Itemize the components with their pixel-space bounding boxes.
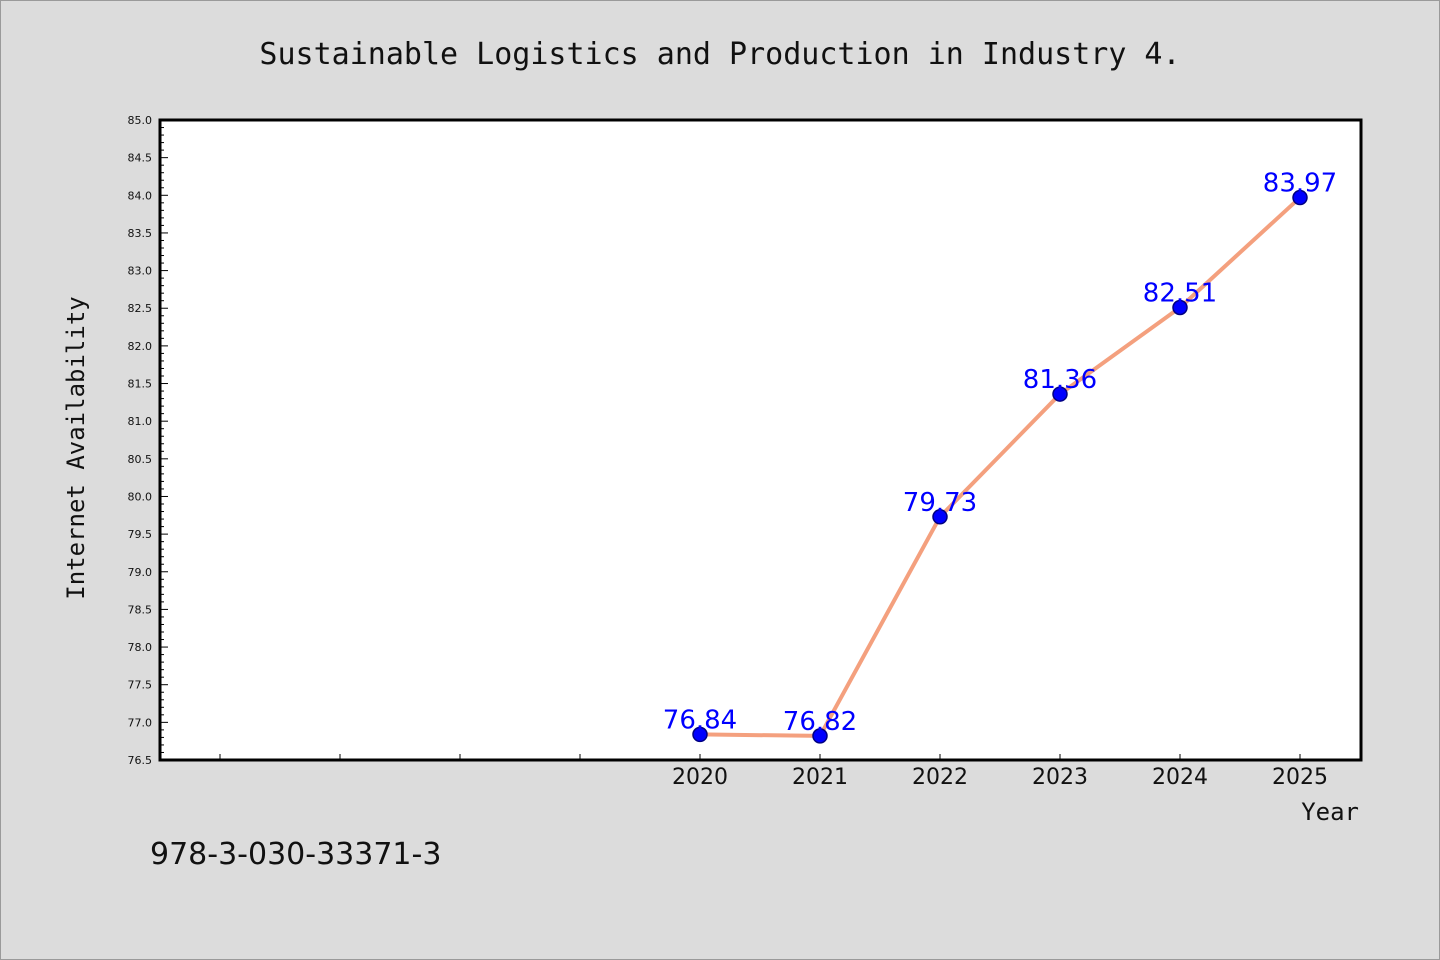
data-label: 79.73 (903, 488, 977, 518)
data-point (1052, 386, 1068, 402)
y-tick-label: 77.5 (128, 679, 153, 692)
y-tick-label: 81.5 (128, 378, 153, 391)
x-axis: 2020 2021 2022 2023 2024 2025 (219, 754, 1328, 790)
chart-title: Sustainable Logistics and Production in … (259, 37, 1180, 72)
x-tick-label: 2020 (672, 765, 728, 790)
y-tick-label: 83.5 (128, 227, 153, 240)
y-tick-label: 82.0 (128, 340, 153, 353)
data-label: 81.36 (1023, 365, 1097, 395)
y-tick-label: 79.0 (128, 566, 153, 579)
data-point (1172, 299, 1188, 316)
y-tick-label: 85.0 (128, 114, 153, 127)
y-axis: 76.5 77.0 77.5 78.0 78.5 79.0 79.5 80.0 80.5 81.0… (128, 114, 168, 767)
y-tick-label: 81.0 (128, 415, 153, 428)
y-tick-label: 78.0 (128, 641, 153, 654)
data-point (1292, 189, 1308, 206)
y-tick-label: 84.0 (128, 189, 153, 202)
data-label: 82.51 (1143, 278, 1217, 308)
y-tick-label: 84.5 (128, 152, 153, 165)
isbn-text: 978-3-030-33371-3 (150, 837, 441, 872)
x-tick-label: 2021 (792, 765, 848, 790)
x-tick-label: 2025 (1272, 765, 1328, 790)
x-tick-label: 2023 (1032, 765, 1088, 790)
x-tick-label: 2024 (1152, 765, 1208, 790)
y-tick-label: 79.5 (128, 528, 153, 541)
y-tick-label: 83.0 (128, 265, 153, 278)
data-point (812, 728, 828, 744)
y-tick-label: 80.5 (128, 453, 153, 466)
series-line (699, 196, 1302, 738)
data-label: 76.82 (783, 707, 857, 737)
x-tick-label: 2022 (912, 765, 968, 790)
data-point (932, 509, 948, 525)
y-tick-label: 82.5 (128, 302, 153, 315)
y-tick-label: 78.5 (128, 603, 153, 616)
y-axis-label: Internet Availability (62, 296, 90, 599)
data-label: 83.97 (1263, 169, 1337, 199)
data-point (692, 726, 708, 743)
y-tick-label: 76.5 (128, 754, 153, 767)
series-0: 76.84 76.82 79.73 81.36 82.51 83.97 (663, 169, 1337, 744)
data-label: 76.84 (663, 705, 737, 735)
y-tick-label: 80.0 (128, 490, 153, 503)
y-tick-label: 77.0 (128, 716, 153, 729)
x-axis-label: Year (1301, 798, 1359, 826)
plot-area (158, 118, 1363, 762)
